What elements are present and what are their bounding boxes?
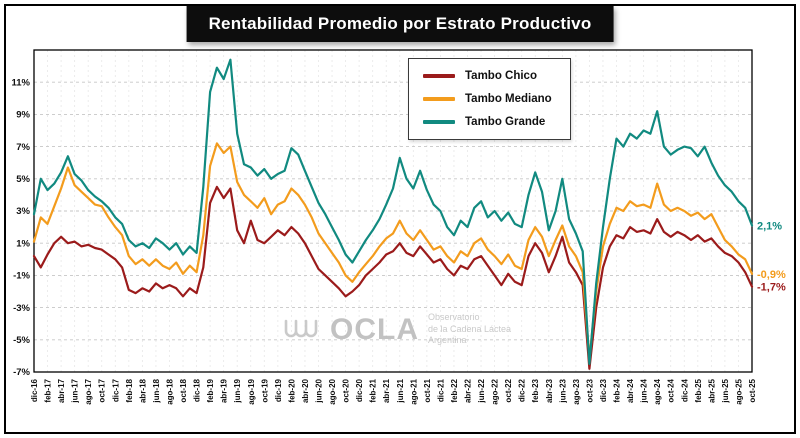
x-axis-tick-label: oct-18 <box>179 378 188 402</box>
x-axis-tick-label: feb-18 <box>125 378 134 402</box>
x-axis-tick-label: jun-22 <box>477 378 486 403</box>
watermark-line: de la Cadena Láctea <box>428 323 512 334</box>
x-axis-tick-label: dic-19 <box>274 378 283 402</box>
y-axis-tick-label: 5% <box>16 174 30 185</box>
x-axis-tick-label: dic-20 <box>355 378 364 402</box>
x-axis-tick-label: abr-25 <box>707 378 716 403</box>
x-axis-tick-label: jun-20 <box>314 378 323 403</box>
x-axis-tick-label: oct-25 <box>748 378 757 402</box>
x-axis-tick-label: jun-21 <box>396 378 405 403</box>
x-axis-tick-label: dic-22 <box>518 378 527 402</box>
legend-label: Tambo Mediano <box>465 93 552 105</box>
x-axis-tick-label: dic-17 <box>111 378 120 402</box>
x-axis-tick-label: ago-20 <box>328 378 337 404</box>
y-axis-tick-label: 7% <box>16 142 30 153</box>
x-axis-tick-label: oct-19 <box>260 378 269 402</box>
x-axis-tick-label: feb-19 <box>206 378 215 402</box>
legend-swatch <box>423 74 455 78</box>
x-axis-tick-label: oct-21 <box>423 378 432 402</box>
x-axis-tick-label: ago-21 <box>409 378 418 404</box>
x-axis-tick-label: ago-17 <box>84 378 93 404</box>
y-axis-tick-label: 3% <box>16 206 30 217</box>
x-axis-tick-label: dic-18 <box>193 378 202 402</box>
y-axis-tick-label: 1% <box>16 238 30 249</box>
x-axis-tick-label: oct-22 <box>504 378 513 402</box>
x-axis-tick-label: dic-24 <box>680 378 689 402</box>
y-axis-tick-label: -5% <box>13 335 30 346</box>
chart-title: Rentabilidad Promedio por Estrato Produc… <box>186 6 614 42</box>
x-axis-tick-label: abr-22 <box>464 378 473 403</box>
x-axis-tick-label: ago-25 <box>734 378 743 404</box>
y-axis-tick-label: 11% <box>12 77 31 88</box>
x-axis-tick-label: feb-17 <box>44 378 53 402</box>
end-value-label: -1,7% <box>757 282 786 294</box>
x-axis-tick-label: abr-17 <box>57 378 66 403</box>
watermark-text: Observatorio de la Cadena Láctea Argenti… <box>428 312 511 347</box>
legend-item: Tambo Chico <box>423 70 552 82</box>
x-axis-tick-label: jun-24 <box>640 378 649 403</box>
x-axis-tick-label: dic-23 <box>599 378 608 402</box>
watermark-line: Argentina <box>428 335 467 346</box>
series-line-tambo-grande <box>32 58 754 365</box>
x-axis-tick-label: abr-20 <box>301 378 310 403</box>
legend-swatch <box>423 97 455 101</box>
x-axis-tick-label: abr-18 <box>138 378 147 403</box>
legend: Tambo Chico Tambo Mediano Tambo Grande <box>408 58 571 140</box>
x-axis-tick-label: feb-21 <box>369 378 378 402</box>
x-axis-tick-label: ago-18 <box>165 378 174 404</box>
x-axis-tick-label: ago-23 <box>572 378 581 404</box>
x-axis-tick-label: ago-22 <box>491 378 500 404</box>
y-axis-tick-label: -7% <box>13 367 30 378</box>
x-axis-tick-label: jun-23 <box>558 378 567 403</box>
y-axis-tick-label: -1% <box>13 271 30 282</box>
legend-label: Tambo Grande <box>465 116 546 128</box>
x-axis-tick-label: dic-16 <box>30 378 39 402</box>
x-axis-tick-label: jun-18 <box>152 378 161 403</box>
series-line-tambo-chico <box>32 185 754 370</box>
x-axis-tick-label: feb-23 <box>531 378 540 402</box>
x-axis-tick-label: jun-25 <box>721 378 730 403</box>
y-axis-tick-label: -3% <box>13 303 30 314</box>
legend-swatch <box>423 120 455 124</box>
x-axis-tick-label: oct-17 <box>98 378 107 402</box>
x-axis-tick-label: abr-21 <box>382 378 391 403</box>
ocla-logo-icon <box>284 319 318 337</box>
x-axis-tick-label: feb-20 <box>287 378 296 402</box>
watermark-brand: OCLA <box>330 312 419 346</box>
x-axis-tick-label: jun-17 <box>71 378 80 403</box>
legend-item: Tambo Mediano <box>423 93 552 105</box>
x-axis-tick-label: abr-19 <box>220 378 229 403</box>
watermark: OCLA Observatorio de la Cadena Láctea Ar… <box>283 312 511 347</box>
x-axis-tick-label: dic-21 <box>436 378 445 402</box>
legend-label: Tambo Chico <box>465 70 537 82</box>
x-axis-tick-label: abr-23 <box>545 378 554 403</box>
x-axis-tick-label: feb-24 <box>613 378 622 402</box>
x-axis-tick-label: ago-19 <box>247 378 256 404</box>
watermark-line: Observatorio <box>428 312 480 322</box>
x-axis-tick-label: ago-24 <box>653 378 662 404</box>
x-axis-tick-label: feb-22 <box>450 378 459 402</box>
x-axis-tick-label: oct-23 <box>585 378 594 402</box>
end-value-label: 2,1% <box>757 220 782 232</box>
end-value-label: -0,9% <box>757 269 786 281</box>
x-axis-tick-label: abr-24 <box>626 378 635 403</box>
x-axis-tick-label: jun-19 <box>233 378 242 403</box>
x-axis-tick-label: oct-24 <box>667 378 676 402</box>
series-line-tambo-mediano <box>32 142 754 361</box>
x-axis-tick-label: oct-20 <box>342 378 351 402</box>
legend-item: Tambo Grande <box>423 116 552 128</box>
y-axis-tick-label: 9% <box>16 110 30 121</box>
x-axis-tick-label: feb-25 <box>694 378 703 402</box>
